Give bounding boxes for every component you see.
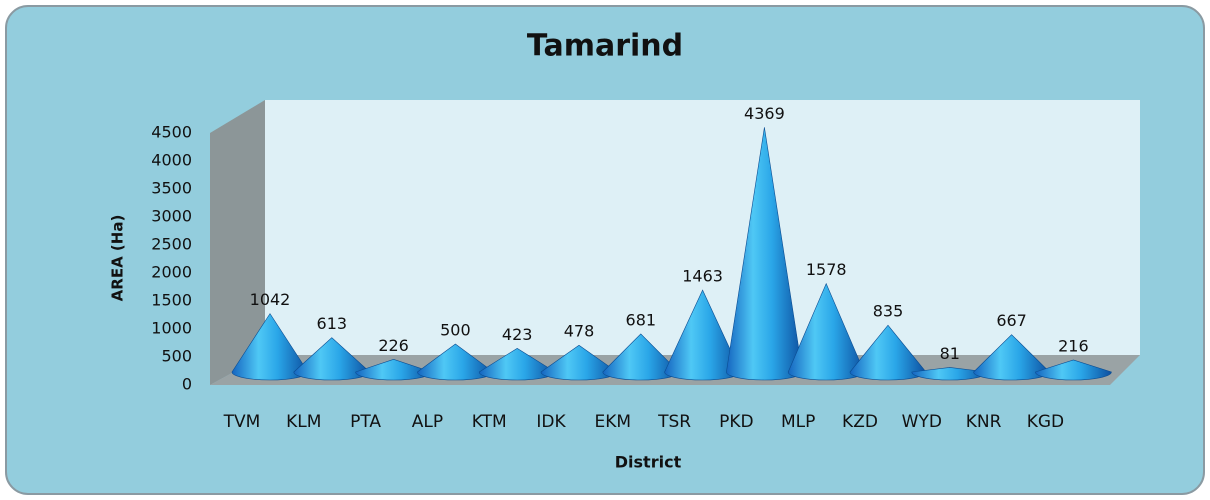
- y-tick-label: 0: [182, 375, 192, 394]
- x-tick-label: ALP: [412, 412, 443, 432]
- data-label: 226: [378, 336, 409, 355]
- side-wall: [210, 100, 265, 385]
- y-tick-label: 2500: [151, 235, 192, 254]
- y-tick-label: 4500: [151, 123, 192, 142]
- data-label: 500: [440, 321, 471, 340]
- y-tick-label: 1500: [151, 291, 192, 310]
- data-label: 423: [502, 325, 533, 344]
- x-tick-label: KLM: [286, 412, 321, 432]
- x-tick-label: KNR: [966, 412, 1002, 432]
- x-tick-label: TVM: [223, 412, 261, 432]
- data-label: 1463: [682, 267, 723, 286]
- y-tick-label: 3500: [151, 179, 192, 198]
- x-tick-label: KTM: [472, 412, 507, 432]
- y-tick-label: 3000: [151, 207, 192, 226]
- x-tick-label: PTA: [350, 412, 381, 432]
- y-tick-label: 2000: [151, 263, 192, 282]
- data-label: 4369: [744, 104, 785, 123]
- x-tick-label: MLP: [781, 412, 815, 432]
- y-tick-label: 4000: [151, 151, 192, 170]
- x-tick-label: TSR: [657, 412, 691, 432]
- y-tick-label: 1000: [151, 319, 192, 338]
- data-label: 1042: [250, 290, 291, 309]
- x-tick-label: WYD: [902, 412, 942, 432]
- x-axis-label: District: [615, 453, 682, 472]
- x-tick-label: KGD: [1027, 412, 1064, 432]
- data-label: 478: [564, 322, 595, 341]
- data-label: 216: [1058, 336, 1089, 355]
- y-axis-label: AREA (Ha): [109, 215, 127, 302]
- cone: [1035, 359, 1112, 381]
- x-tick-label: PKD: [719, 412, 754, 432]
- data-label: 667: [996, 311, 1027, 330]
- data-label: 81: [940, 344, 960, 363]
- data-label: 613: [317, 314, 348, 333]
- data-label: 681: [626, 310, 657, 329]
- data-label: 835: [873, 302, 904, 321]
- chart-title: Tamarind: [527, 29, 683, 64]
- x-tick-label: EKM: [595, 412, 632, 432]
- x-tick-label: KZD: [842, 412, 878, 432]
- data-label: 1578: [806, 260, 847, 279]
- x-tick-label: IDK: [536, 412, 566, 432]
- y-tick-label: 500: [161, 347, 192, 366]
